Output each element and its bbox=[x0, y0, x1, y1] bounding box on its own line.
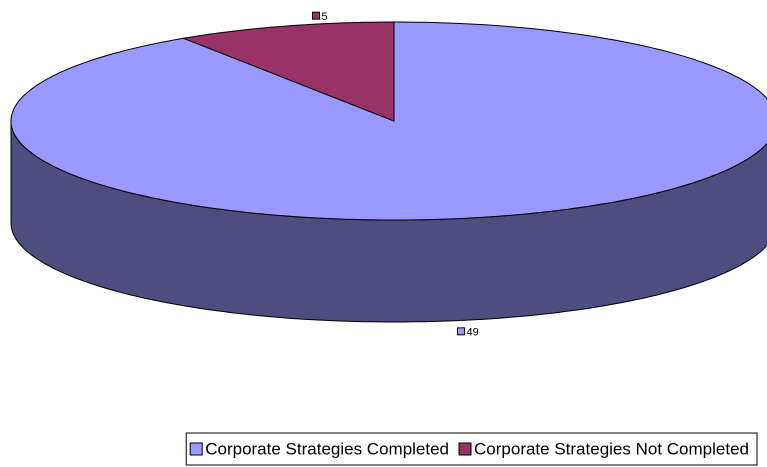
pie-slice bbox=[181, 21, 395, 122]
legend-swatch bbox=[458, 442, 472, 456]
data-label-key bbox=[456, 327, 465, 336]
legend-swatch bbox=[189, 442, 203, 456]
legend-label: Corporate Strategies Completed bbox=[205, 439, 449, 458]
data-label: 5 bbox=[322, 11, 328, 23]
pie-slice bbox=[10, 21, 767, 221]
data-label-key bbox=[312, 11, 321, 20]
data-label: 49 bbox=[466, 327, 478, 339]
legend: Corporate Strategies Completed Corporate … bbox=[185, 432, 758, 466]
legend-label: Corporate Strategies Not Completed bbox=[474, 439, 749, 458]
legend-box bbox=[185, 432, 758, 466]
